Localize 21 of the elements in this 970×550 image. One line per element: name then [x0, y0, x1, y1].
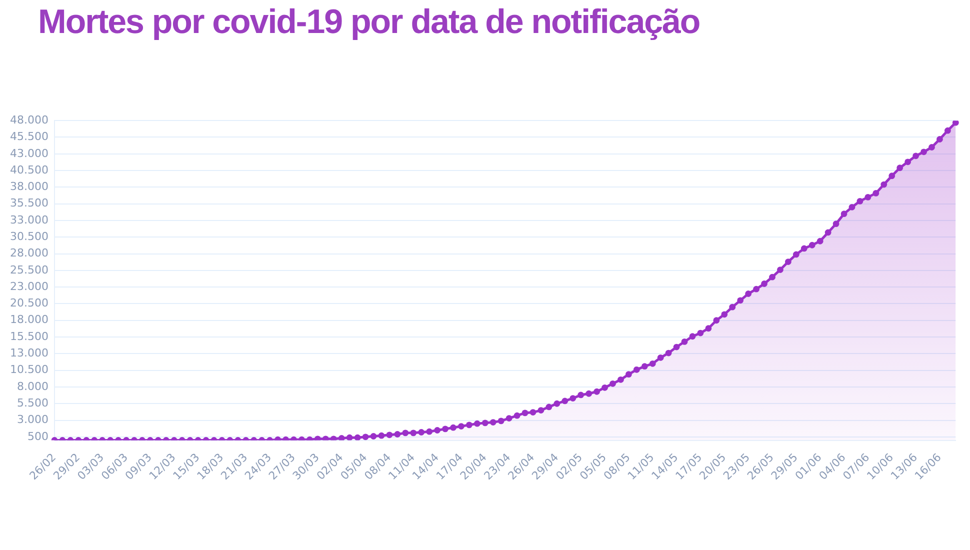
y-tick-label: 13.000: [10, 346, 48, 360]
y-tick-label: 10.500: [10, 363, 48, 376]
y-tick-label: 40.500: [10, 163, 48, 176]
y-tick-label: 8.000: [16, 380, 48, 393]
y-tick-label: 38.000: [10, 180, 48, 194]
y-tick-label: 23.000: [10, 280, 48, 293]
y-tick-label: 43.000: [10, 146, 48, 160]
y-tick-label: 18.000: [10, 313, 48, 326]
y-tick-label: 28.000: [10, 246, 48, 260]
y-tick-label: 15.500: [10, 330, 48, 343]
y-tick-label: 33.000: [10, 213, 48, 226]
y-tick-label: 500: [27, 430, 48, 443]
chart-title: Mortes por covid-19 por data de notificação: [38, 2, 700, 43]
y-tick-label: 45.500: [10, 130, 48, 144]
y-tick-label: 3.000: [16, 413, 48, 426]
y-tick-label: 30.500: [10, 230, 48, 243]
y-tick-label: 20.500: [10, 296, 48, 310]
y-tick-label: 35.500: [10, 196, 48, 210]
y-tick-label: 48.000: [10, 113, 48, 126]
y-tick-label: 25.500: [10, 263, 48, 276]
y-tick-label: 5.500: [16, 396, 48, 410]
